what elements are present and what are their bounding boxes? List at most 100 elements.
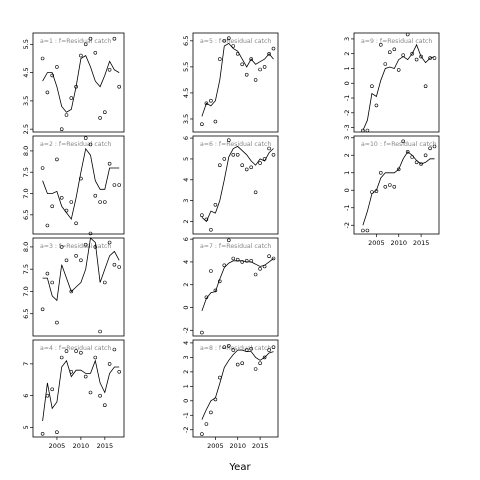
panel-4-ytick-label: 7 [22, 362, 30, 366]
panel-4-xtick-label: 2005 [49, 442, 66, 450]
panel-9: a=9 : f=Residual catch -3 -2 -1 0 1 2 3 [343, 32, 440, 133]
panel-2-point [88, 142, 93, 147]
panel-2-point [74, 221, 78, 226]
panel-4-point [74, 349, 78, 353]
panel-6-ytick-label: 2 [182, 219, 190, 223]
panel-7-point [267, 254, 271, 259]
panel-9-ytick-label: -2 [343, 110, 351, 116]
panel-2-point [45, 223, 50, 228]
panel-3-point [83, 242, 88, 247]
panel-9-point [361, 128, 365, 133]
panel-3-point [69, 289, 74, 294]
panel-7-title: a=7 : f=Residual catch [200, 243, 271, 250]
panel-5-point [204, 101, 209, 106]
panel-1-point [74, 84, 78, 89]
panel-6-point [244, 167, 249, 172]
panel-1-ytick-label: 5.5 [22, 39, 30, 49]
panel-10-ytick-label: 0 [343, 188, 351, 192]
panel-1-point [88, 36, 93, 41]
panel-8-point [258, 361, 262, 366]
panel-2-point [40, 166, 45, 170]
panel-10-ytick-label: -1 [343, 205, 351, 211]
panel-3-point [40, 307, 45, 312]
x-axis-label: Year [228, 462, 251, 473]
panel-8-point [271, 345, 276, 350]
panel-6-point [231, 153, 236, 157]
panel-8-ytick-label: 1 [182, 384, 190, 388]
panel-10-xtick-label: 2015 [413, 239, 430, 247]
panel-7: a=7 : f=Residual catch -2 0 2 4 6 [182, 237, 279, 337]
panel-9-point [410, 51, 415, 56]
panel-4-point [83, 374, 88, 379]
panel-10-point [374, 189, 379, 193]
panel-4-point [40, 431, 45, 436]
panel-6-title: a=6 : f=Residual catch [200, 141, 271, 148]
panel-3-fit-line [42, 237, 120, 302]
panel-9-title: a=9 : f=Residual catch [361, 38, 432, 45]
panel-2-point [112, 183, 117, 187]
panel-7-frame [192, 237, 279, 337]
panel-6-frame [192, 135, 279, 235]
panel-8-title: a=8 : f=Residual catch [200, 345, 271, 352]
panel-1-point [107, 68, 112, 72]
panel-6: a=6 : f=Residual catch 2 3 4 5 6 [182, 135, 279, 235]
panel-9-point [374, 103, 379, 108]
panel-2-ytick-label: 8.0 [22, 146, 30, 156]
panel-3-title: a=3 : f=Residual catch [40, 243, 111, 250]
panel-1-fit-line [42, 55, 120, 113]
panel-1-point [59, 127, 64, 131]
panel-9-point [423, 84, 428, 88]
panel-4-point [64, 349, 69, 353]
panel-7-point [204, 295, 209, 300]
panel-9-point [414, 57, 419, 62]
panel-2-point [59, 196, 64, 200]
panel-8-ytick-label: 4 [182, 341, 190, 345]
panel-6-point [240, 163, 244, 167]
panel-7-point [240, 260, 244, 264]
panel-8-xtick-label: 2010 [229, 442, 246, 450]
panel-5-point [271, 46, 276, 51]
panel-8-point [213, 397, 218, 402]
panel-1-point [98, 116, 102, 120]
panel-8-ytick-label: -1 [182, 412, 190, 418]
panel-2-title: a=2 : f=Residual catch [40, 141, 111, 148]
panel-4-point [69, 369, 74, 374]
panel-7-point [271, 256, 276, 261]
panel-8: a=8 : f=Residual catch -2 -1 0 1 2 3 4 2005 2010 2… [182, 339, 279, 450]
panel-3-point [59, 245, 64, 249]
panel-6-point [262, 157, 267, 161]
panel-10-ytick-label: 3 [343, 136, 351, 140]
panel-9-point [428, 56, 432, 60]
panel-2-point [69, 200, 74, 204]
panel-10-point [410, 155, 415, 159]
panel-7-point [231, 256, 236, 261]
panel-1: a=1 : f=Residual catch 2.5 3.5 4.5 5.5 [22, 32, 125, 134]
panel-4-point [88, 390, 93, 395]
panel-5-ytick-label: 6.5 [182, 36, 190, 46]
panel-9-point [405, 32, 410, 37]
panel-8-point [218, 375, 222, 380]
panel-4-frame [32, 339, 125, 438]
panel-7-point [235, 257, 240, 262]
panel-10-xtick-label: 2005 [368, 239, 385, 247]
panel-9-frame [353, 32, 440, 133]
panel-3-point [79, 258, 83, 263]
panel-1-point [55, 65, 59, 69]
panel-7-point [227, 238, 231, 243]
panel-1-title: a=1 : f=Residual catch [40, 38, 111, 45]
panel-5-point [240, 62, 244, 67]
panel-9-point [432, 56, 437, 60]
panel-8-ytick-label: -2 [182, 427, 190, 433]
panel-5-point [200, 122, 204, 126]
panel-2-point [117, 183, 121, 187]
panel-3-ytick-label: 6.5 [22, 309, 30, 319]
panel-10-point [370, 190, 374, 194]
panel-1-point [40, 56, 45, 61]
panel-7-ytick-label: 6 [182, 237, 190, 241]
panel-8-point [249, 346, 253, 351]
panel-8-point [262, 355, 267, 360]
panel-4-point [117, 369, 121, 374]
panel-3-point [45, 271, 50, 276]
panel-6-point [209, 228, 213, 232]
panel-1-point [45, 90, 50, 95]
